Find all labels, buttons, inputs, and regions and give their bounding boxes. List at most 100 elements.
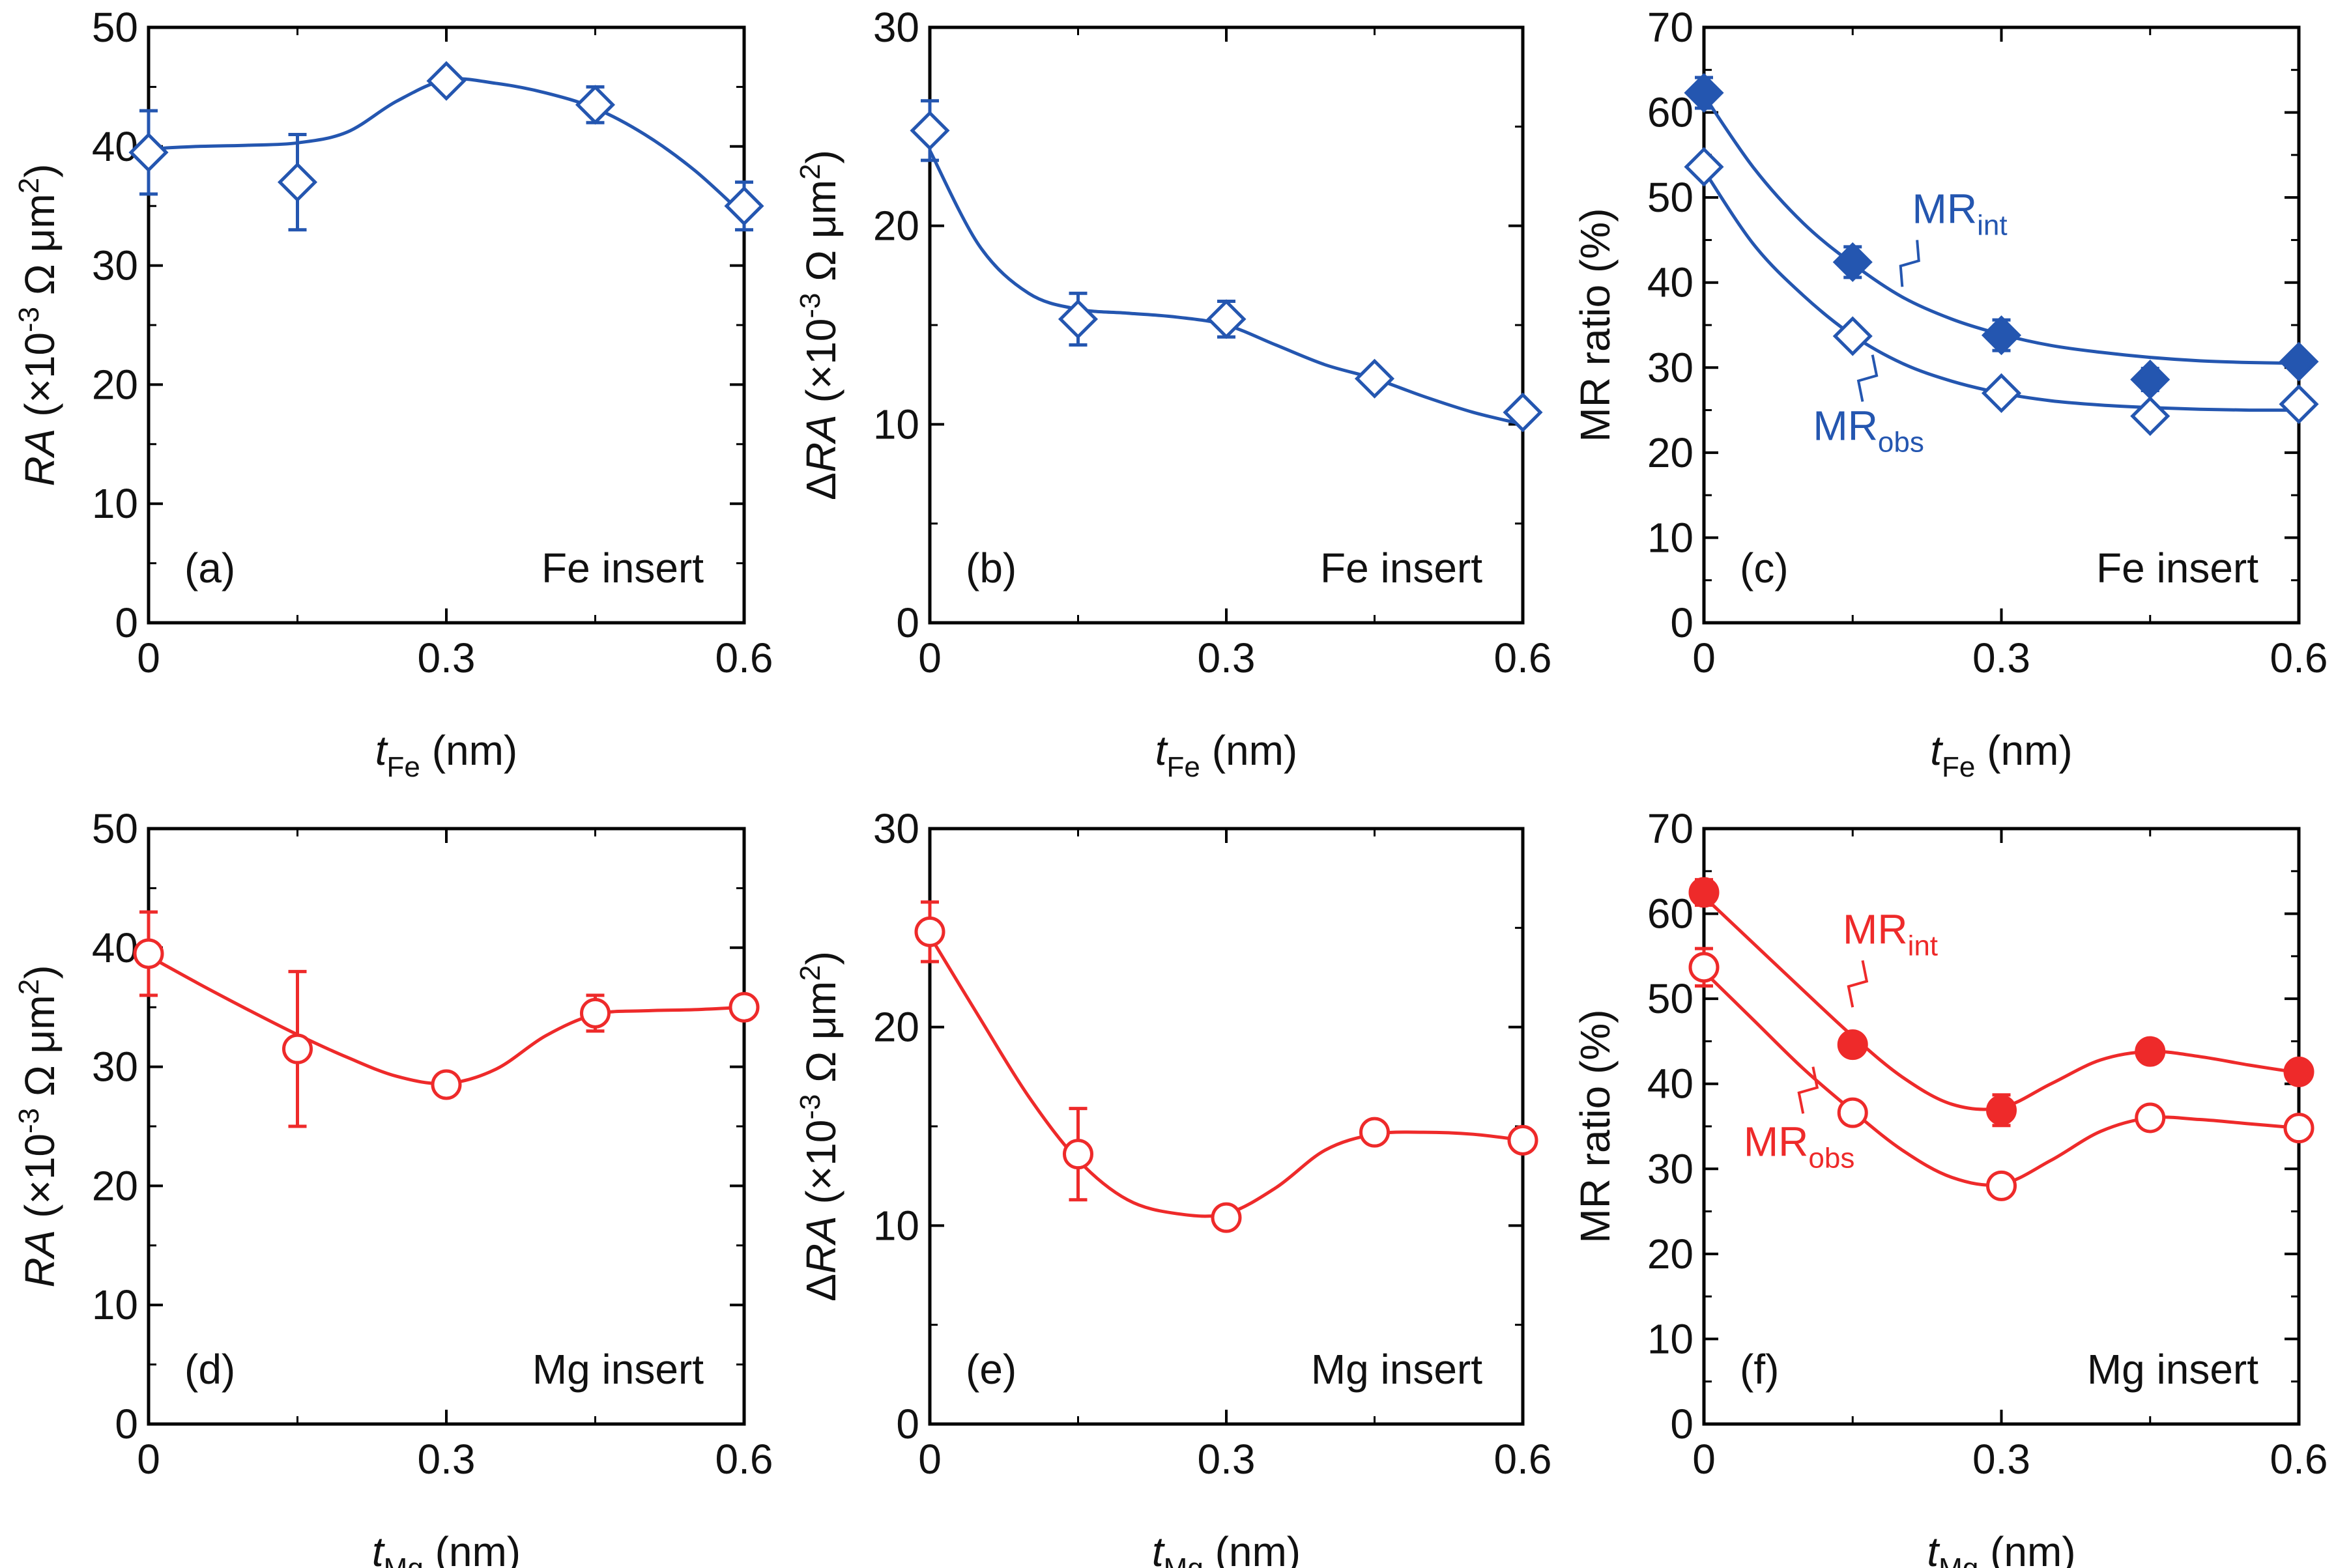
series-int: MRint [1688, 877, 2314, 1128]
series-main [914, 900, 1538, 1233]
panel-label: (e) [966, 1346, 1017, 1393]
x-tick-label: 0.6 [1494, 634, 1552, 681]
y-label-unit: (×10 [798, 319, 844, 415]
y-label-prefix: Δ [798, 1274, 844, 1302]
y-tick-label: 40 [92, 924, 138, 971]
y-label-unit: (×10 [16, 1133, 63, 1230]
y-tick-label: 30 [92, 242, 138, 289]
x-tick-label: 0.3 [1972, 634, 2030, 681]
data-point [1837, 1029, 1868, 1061]
x-tick-label: 0 [918, 634, 942, 681]
x-axis-label: tMg (nm) [1927, 1528, 2075, 1568]
y-label-sup2: 2 [13, 979, 45, 995]
y-tick-label: 0 [1670, 599, 1694, 646]
data-point [1211, 1202, 1242, 1233]
y-tick-label: 20 [1647, 429, 1694, 476]
y-label-sup: -3 [794, 1094, 826, 1119]
series-obs: MRobs [1688, 947, 2314, 1201]
data-point [1359, 1117, 1390, 1148]
y-label-var: RA [16, 1230, 63, 1288]
y-tick-label: 10 [92, 480, 138, 527]
x-label-unit: (nm) [424, 1528, 521, 1568]
series-label-sub: obs [1808, 1143, 1854, 1175]
data-point [1832, 242, 1873, 282]
y-label-sup: -3 [13, 307, 45, 332]
y-label-unit: (×10 [798, 1120, 844, 1216]
y-tick-label: 50 [92, 4, 138, 51]
series-label: MRobs [1813, 402, 1924, 458]
data-point [2279, 341, 2319, 382]
data-point [1981, 315, 2022, 356]
data-point [1507, 1124, 1538, 1156]
x-axis-label: tFe (nm) [375, 727, 517, 783]
x-tick-label: 0 [137, 634, 160, 681]
x-label-var: t [372, 1528, 385, 1568]
y-tick-label: 30 [92, 1044, 138, 1090]
y-tick-label: 70 [1647, 805, 1694, 852]
x-tick-label: 0.6 [715, 634, 773, 681]
y-axis-label: ΔRA (×10-3 Ω μm2) [794, 951, 844, 1302]
panel-label: (c) [1740, 545, 1789, 592]
data-point [724, 186, 764, 226]
data-point [128, 132, 169, 173]
x-tick-label: 0.6 [2270, 1436, 2328, 1483]
y-tick-label: 0 [115, 599, 138, 646]
x-label-unit: (nm) [420, 727, 517, 774]
panel-label: (b) [966, 545, 1017, 592]
y-tick-label: 40 [1647, 1061, 1694, 1107]
data-point [1837, 1097, 1868, 1128]
panel-a: 0 10 20 30 40 50 0 0.3 0.6 tFe (nm) RA (×10-3 Ω μm… [13, 4, 773, 783]
series-main [910, 99, 1543, 433]
x-label-sub: Fe [1167, 751, 1200, 783]
series-label-sub: int [1977, 209, 2007, 241]
data-point [1354, 358, 1395, 399]
x-label-unit: (nm) [1200, 727, 1297, 774]
panel-f: 0 10 20 30 40 50 60 70 0 0.3 0.6 tMg (nm) MR ratio (… [1572, 805, 2328, 1568]
label-pointer [1856, 354, 1879, 402]
data-point [1986, 1094, 2017, 1126]
y-tick-label: 10 [873, 401, 919, 448]
series-main [128, 61, 764, 232]
fit-curve [1703, 895, 2300, 1111]
series-int: MRint [1684, 73, 2319, 400]
x-tick-label: 0.3 [1972, 1436, 2030, 1483]
y-label-var: RA [798, 414, 844, 472]
x-axis-label: tFe (nm) [1155, 727, 1297, 783]
x-tick-label: 0.6 [715, 1436, 773, 1483]
data-point [1832, 316, 1873, 356]
y-label-sup2: 2 [794, 164, 826, 179]
data-point [1986, 1170, 2017, 1201]
label-pointer [1797, 1066, 1819, 1114]
data-point [2135, 1102, 2166, 1133]
panel-label: (a) [184, 545, 235, 592]
fit-curve [928, 149, 1523, 426]
y-label-unit2: Ω μm [798, 981, 844, 1094]
y-tick-label: 30 [1647, 1145, 1694, 1192]
data-point [277, 162, 318, 203]
y-tick-label: 10 [873, 1202, 919, 1249]
x-axis-label: tMg (nm) [372, 1528, 521, 1568]
x-label-var: t [1155, 727, 1168, 774]
series-label-name: MR [1813, 402, 1878, 449]
x-label-sub: Mg [384, 1552, 424, 1568]
y-label-end: ) [16, 965, 63, 978]
y-tick-label: 20 [873, 203, 919, 249]
y-tick-label: 20 [1647, 1231, 1694, 1277]
x-label-sub: Mg [1164, 1552, 1204, 1568]
fit-curve [928, 935, 1523, 1218]
data-point [910, 110, 950, 150]
x-label-var: t [1930, 727, 1943, 774]
y-tick-label: 50 [1647, 975, 1694, 1022]
series-label: MRint [1843, 905, 1938, 962]
data-point [1688, 952, 1720, 983]
y-axis-label: MR ratio (%) [1572, 1009, 1619, 1243]
panel-label: (f) [1740, 1346, 1779, 1393]
series-label: MRobs [1744, 1119, 1854, 1175]
series-label-name: MR [1843, 905, 1908, 952]
data-point [1688, 877, 1720, 908]
y-axis-label: RA (×10-3 Ω μm2) [13, 164, 63, 486]
panel-annotation: Mg insert [1311, 1346, 1482, 1393]
panel-c: 0 10 20 30 40 50 60 70 0 0.3 0.6 tFe (nm) MR ratio (… [1572, 4, 2328, 783]
data-point [133, 938, 164, 969]
